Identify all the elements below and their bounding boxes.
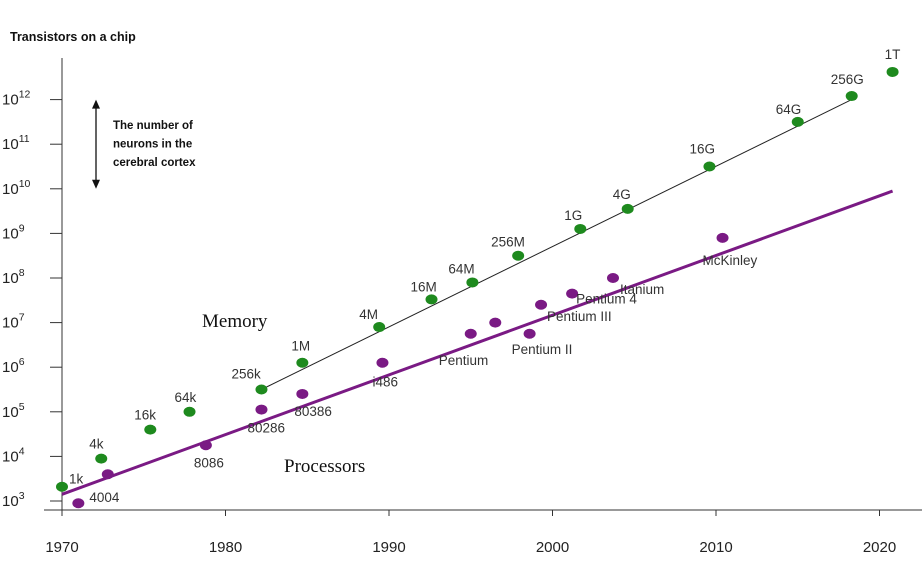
processor-point-label: McKinley [703,253,758,268]
memory-point-label: 16M [411,279,437,294]
memory-point-label: 256G [831,72,864,87]
chart-title: Transistors on a chip [10,30,136,44]
memory-point-label: 4G [613,187,631,202]
memory-point [255,384,268,395]
memory-point-label: 256k [231,367,261,382]
x-tick-label: 1970 [45,539,78,556]
processor-point [376,357,389,368]
processor-point-label: 4004 [89,490,120,505]
memory-point-label: 64M [448,261,474,276]
processor-point-label: Pentium [439,353,489,368]
x-tick-label: 2000 [536,539,569,556]
x-tick-label: 2020 [863,539,896,556]
processor-point-label: 80286 [247,421,285,436]
memory-trend-line [261,99,852,390]
data-points [56,66,899,509]
processor-point [489,317,502,328]
processor-point [606,273,619,283]
y-tick-label: 104 [2,445,25,465]
x-tick-label: 1980 [209,539,242,556]
memory-point-label: 64k [175,390,197,405]
x-tick-label: 1990 [372,539,405,556]
processors-series-label: Processors [284,456,365,477]
processor-point-label: 80386 [294,404,332,419]
y-tick-label: 106 [2,356,25,376]
y-tick-label: 107 [2,312,25,332]
annotation-text-line: cerebral cortex [113,157,196,169]
x-ticks: 1970 1980 1990 2000 2010 2020 [45,510,896,556]
processor-point [255,404,268,415]
y-tick-label: 1011 [2,133,30,153]
memory-point [466,277,479,288]
memory-point-label: 4k [89,437,104,452]
y-tick-label: 109 [2,222,25,242]
memory-point [512,250,525,261]
processor-point [296,388,309,399]
processor-point [535,299,548,310]
memory-point [621,203,634,214]
annotation-text-line: neurons in the [113,139,192,151]
memory-point [56,481,68,492]
memory-point [183,406,196,417]
y-ticks: 103 104 105 106 107 108 109 1010 1011 1012 [2,89,62,510]
processor-point [523,328,536,339]
processor-point-label: Pentium II [512,342,573,357]
processor-point [716,232,729,243]
memory-point [703,161,716,172]
processor-point-label: Itanium [620,282,664,297]
processor-point [566,288,579,299]
y-tick-label: 1012 [2,89,31,109]
memory-point [574,223,587,234]
y-tick-label: 105 [2,401,25,421]
memory-point [144,424,157,435]
y-tick-label: 1010 [2,178,31,198]
memory-series-label: Memory [202,311,268,332]
memory-point [373,322,386,333]
memory-point [886,66,899,77]
y-tick-label: 108 [2,267,25,287]
annotation-text-line: The number of [113,120,193,132]
processor-point [72,498,85,509]
memory-point [791,116,804,127]
processor-point-label: 8086 [194,455,224,470]
memory-point [95,453,108,464]
annotation-arrowhead-down [92,179,100,189]
processors-trend-line [61,189,894,496]
memory-point [425,294,438,305]
memory-point-label: 64G [776,102,802,117]
memory-point-label: 1k [69,472,84,487]
processor-point [464,328,477,339]
axes [44,58,922,514]
memory-point [296,357,309,368]
processor-point [101,469,114,480]
processor-point-label: i486 [372,375,398,390]
memory-point-label: 1T [885,47,901,62]
memory-point [845,91,858,102]
memory-point-label: 4M [359,307,378,322]
memory-point-label: 16k [134,408,156,423]
x-tick-label: 2010 [699,539,732,556]
memory-point-label: 256M [491,235,525,250]
memory-point-label: 1G [564,208,582,223]
memory-point-label: 1M [291,339,310,354]
processor-point-label: Pentium III [547,309,612,324]
annotation-arrowhead-up [92,99,100,109]
processor-point [199,440,212,451]
memory-point-label: 16G [689,142,715,157]
processor-point-label: Pentium 4 [576,292,637,307]
y-tick-label: 103 [2,490,25,510]
neuron-annotation: The number of neurons in the cerebral cort… [92,99,196,189]
point-labels: 1k 4k 16k 64k 256k 1M 4M 16M 64M 256M 1G 4G 16G 64G 25… [69,47,900,505]
